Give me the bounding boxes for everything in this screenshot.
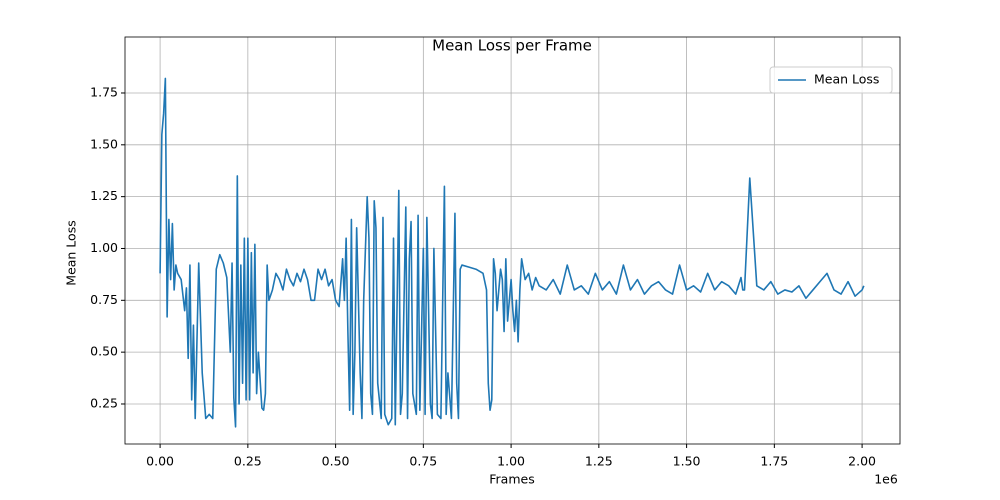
x-tick-label: 1.25 xyxy=(585,454,613,469)
x-tick-label: 0.50 xyxy=(322,454,350,469)
legend-label: Mean Loss xyxy=(814,72,879,87)
legend-box xyxy=(769,66,893,94)
y-tick-label: 0.75 xyxy=(90,292,118,307)
y-tick-label: 0.50 xyxy=(90,344,118,359)
plot-frame xyxy=(124,36,901,445)
x-axis-label: Frames xyxy=(489,472,534,487)
line-series xyxy=(159,77,865,428)
y-axis-label: Mean Loss xyxy=(64,220,79,285)
x-tick-label: 1.50 xyxy=(673,454,701,469)
y-tick-label: 1.00 xyxy=(90,240,118,255)
y-tick-label: 1.50 xyxy=(90,136,118,151)
x-tick-label: 1.00 xyxy=(497,454,525,469)
x-tick-label: 0.75 xyxy=(409,454,437,469)
x-offset-label: 1e6 xyxy=(874,472,898,487)
x-tick-label: 1.75 xyxy=(760,454,788,469)
x-tick-label: 0.25 xyxy=(234,454,262,469)
y-tick-label: 0.25 xyxy=(90,395,118,410)
x-tick-label: 2.00 xyxy=(848,454,876,469)
y-tick-label: 1.75 xyxy=(90,84,118,99)
y-tick-label: 1.25 xyxy=(90,188,118,203)
x-tick-label: 0.00 xyxy=(146,454,174,469)
chart-title: Mean Loss per Frame xyxy=(432,37,592,55)
